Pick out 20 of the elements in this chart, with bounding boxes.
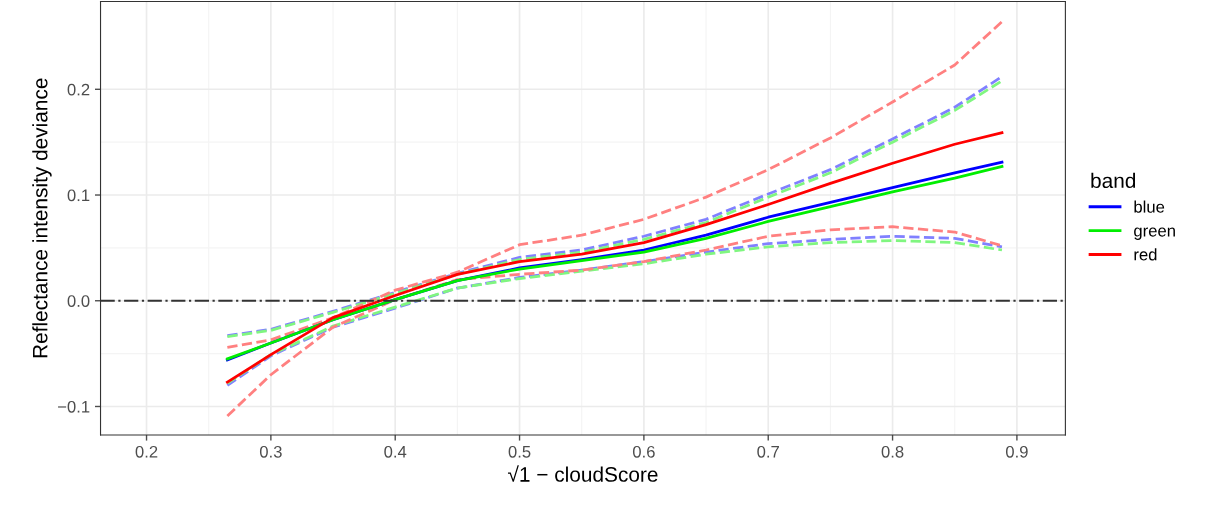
x-tick-label: 0.5: [508, 445, 531, 458]
x-axis-title: √1 − cloudScore: [507, 465, 658, 482]
legend-title: band: [1091, 172, 1136, 189]
x-tick-label: 0.7: [757, 445, 779, 458]
legend-label: green: [1134, 227, 1175, 240]
x-tick-label: 0.6: [632, 445, 655, 458]
legend-label: blue: [1134, 200, 1165, 213]
x-tick-label: 0.9: [1005, 445, 1028, 458]
y-tick-label: 0.1: [67, 189, 90, 202]
x-tick-label: 0.4: [384, 445, 407, 458]
x-tick-label: 0.2: [135, 445, 158, 458]
line-series: [225, 131, 1004, 384]
y-tick-label: −0.1: [58, 400, 90, 413]
y-axis-title: Reflectance intensity deviance: [32, 78, 52, 358]
y-tick-label: 0.2: [67, 83, 90, 96]
line-series: [225, 20, 1004, 349]
x-tick-label: 0.3: [259, 445, 282, 458]
legend-label: red: [1134, 248, 1157, 261]
x-tick-label: 0.8: [881, 445, 904, 458]
y-tick-label: 0.0: [67, 295, 90, 307]
